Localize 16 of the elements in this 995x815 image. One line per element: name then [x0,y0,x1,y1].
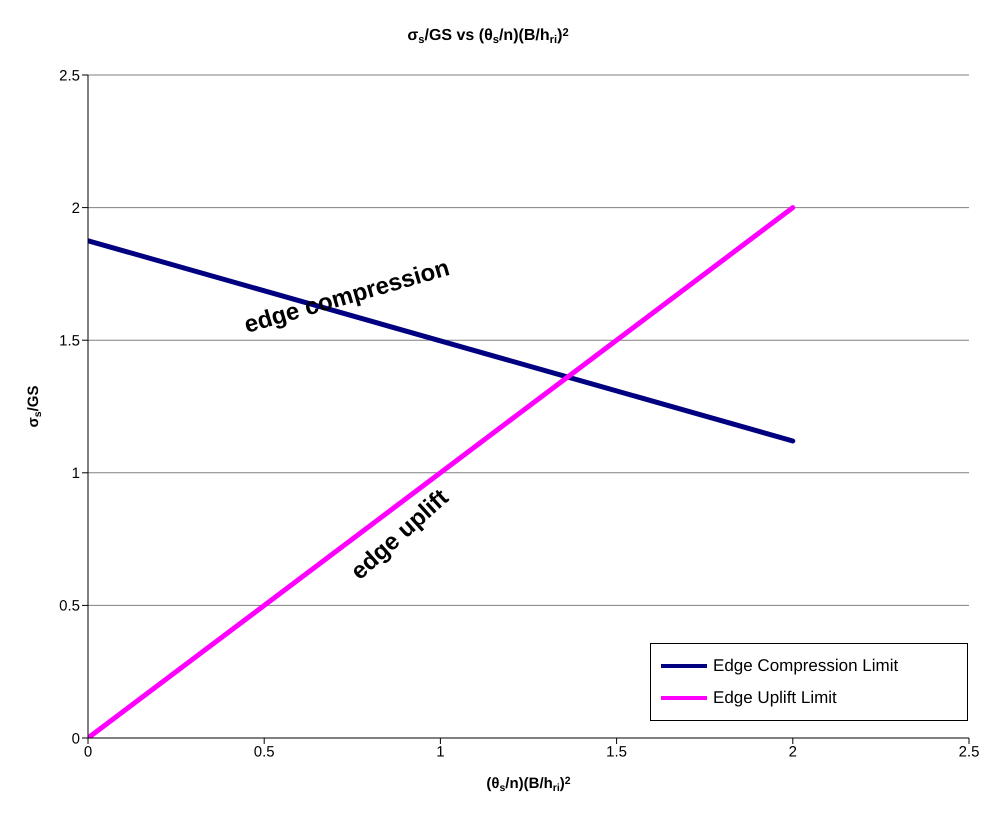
chart-title: σ$_{s}$/GS vs (θ$_{s}$/n)(B/h$_{ri}$)$^{2}$ [407,26,569,46]
legend-label: Edge Compression Limit [713,656,898,676]
x-tick-label: 1.5 [606,744,628,761]
y-tick-label: 0 [72,730,80,748]
legend-label: Edge Uplift Limit [713,688,837,708]
x-tick-label: 1 [436,744,445,761]
x-tick-label: 2.5 [958,744,980,761]
x-tick-label: 0.5 [254,744,275,761]
x-tick-label: 2 [788,744,797,761]
x-tick-label: 0 [84,744,92,761]
y-tick-label: 1 [72,465,80,482]
x-axis-title: (θ$_{s}$/n)(B/h$_{ri}$)$^{2}$ [486,774,571,794]
y-tick-label: 2 [72,200,80,217]
y-tick-label: 2.5 [59,67,80,84]
y-tick-label: 0.5 [59,598,80,615]
y-tick-label: 1.5 [59,332,80,350]
